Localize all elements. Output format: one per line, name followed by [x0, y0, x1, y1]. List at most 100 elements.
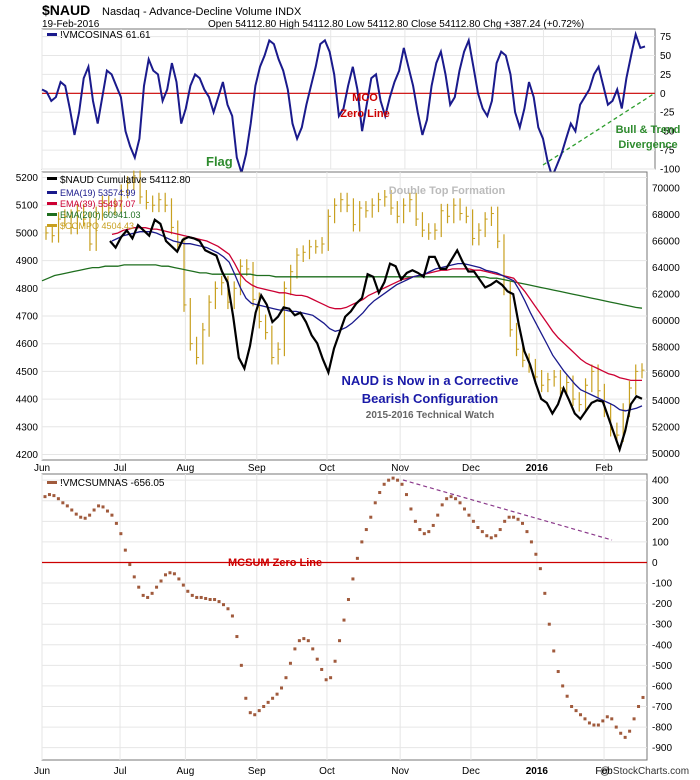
mcsum-dot	[587, 721, 591, 725]
mcsum-x-tick: Oct	[319, 766, 335, 777]
mcsum-dot	[413, 519, 417, 523]
price-right-tick: 52000	[652, 422, 680, 433]
source-credit: @ StockCharts.com	[600, 766, 689, 777]
mcsum-dot	[244, 696, 248, 700]
mcsum-dot	[333, 659, 337, 663]
mcsum-dots	[43, 476, 645, 739]
mco-zero-label-1: MCO	[352, 92, 378, 104]
mcsum-y-tick: -100	[652, 579, 672, 590]
mcsum-dot	[141, 593, 145, 597]
price-x-tick: Dec	[462, 463, 480, 474]
mcsum-dot	[605, 715, 609, 719]
mco-zero-label-2: Zero Line	[340, 108, 390, 120]
mcsum-dot	[480, 530, 484, 534]
mcsum-y-tick: -400	[652, 640, 672, 651]
mcsum-dot	[521, 521, 525, 525]
mcsum-dot	[239, 663, 243, 667]
mcsum-dot	[146, 595, 150, 599]
price-x-tick: Aug	[176, 463, 194, 474]
price-left-tick: 4400	[16, 395, 39, 406]
legend-ema19: EMA(19) 53574.99	[60, 188, 136, 198]
mcsum-dot	[431, 523, 435, 527]
legend-compq-swatch	[47, 224, 57, 227]
mcsum-dot	[342, 618, 346, 622]
mcsum-dot	[275, 692, 279, 696]
mcsum-dot	[601, 719, 605, 723]
price-x-tick: Feb	[595, 463, 613, 474]
mcsum-dot	[382, 482, 386, 486]
mcsum-dot	[485, 534, 489, 538]
mcsum-y-tick: -800	[652, 723, 672, 734]
price-left-tick: 5200	[16, 173, 39, 184]
mcsum-dot	[128, 563, 132, 567]
price-right-tick: 62000	[652, 290, 680, 301]
mcsum-dot	[529, 540, 533, 544]
divergence-annotation: Divergence	[618, 139, 677, 151]
mcsum-dot	[351, 577, 355, 581]
price-x-tick: Nov	[391, 463, 409, 474]
mcsum-x-axis-labels: Jun Jul Aug Sep Oct Nov Dec 2016 Feb	[34, 766, 613, 777]
ema200-line	[41, 264, 643, 309]
mcsum-dot	[190, 593, 194, 597]
mcsum-zero-label: MCSUM Zero Line	[228, 557, 322, 569]
mcsum-x-tick: Feb	[595, 766, 613, 777]
mcsum-dot	[88, 513, 92, 517]
price-left-tick: 5100	[16, 201, 39, 212]
mcsum-y-tick: -600	[652, 681, 672, 692]
mcsum-dot	[306, 639, 310, 643]
mcsum-trend-line	[402, 479, 613, 541]
mcsum-dot	[346, 598, 350, 602]
mcsum-dot	[543, 591, 547, 595]
mcsum-y-tick-labels: 400 300 200 100 0 -100 -200 -300 -400 -500 -600 -70…	[652, 476, 672, 754]
mcsum-dot	[538, 567, 542, 571]
mcsum-dot	[83, 516, 87, 520]
mcsum-legend: !VMCSUMNAS -656.05	[60, 478, 165, 489]
mcsum-dot	[110, 513, 114, 517]
mcsum-dot	[119, 532, 123, 536]
mcsum-dot	[445, 497, 449, 501]
legend-naud-swatch	[47, 177, 57, 180]
mcsum-y-tick: -200	[652, 599, 672, 610]
mco-y-tick: 0	[660, 89, 666, 100]
mcsum-dot	[65, 504, 69, 508]
mcsum-dot	[409, 507, 413, 511]
mcsum-dot	[105, 509, 109, 513]
mcsum-dot	[476, 525, 480, 529]
mcsum-dot	[137, 585, 141, 589]
mcsum-dot	[418, 528, 422, 532]
price-left-tick: 4200	[16, 450, 39, 461]
mcsum-dot	[387, 478, 391, 482]
mcsum-dot	[489, 536, 493, 540]
mcsum-dot	[525, 530, 529, 534]
mcsum-dot	[494, 534, 498, 538]
mcsum-dot	[226, 607, 230, 611]
mcsum-dot	[579, 713, 583, 717]
mcsum-dot	[155, 585, 159, 589]
mcsum-dot	[427, 530, 431, 534]
price-right-tick: 66000	[652, 237, 680, 248]
price-right-tick: 56000	[652, 369, 680, 380]
mcsum-dot	[360, 540, 364, 544]
ohlc-line: Open 54112.80 High 54112.80 Low 54112.80…	[208, 19, 584, 30]
price-right-tick: 50000	[652, 449, 680, 460]
price-left-tick: 4600	[16, 339, 39, 350]
mcsum-dot	[610, 717, 614, 721]
price-left-tick: 4800	[16, 284, 39, 295]
mcsum-dot	[467, 513, 471, 517]
mcsum-dot	[297, 639, 301, 643]
mcsum-dot	[512, 515, 516, 519]
mcsum-dot	[79, 515, 83, 519]
mcsum-dot	[150, 591, 154, 595]
technical-watch-annotation: 2015-2016 Technical Watch	[366, 410, 494, 421]
mcsum-dot	[163, 573, 167, 577]
price-left-tick: 4500	[16, 367, 39, 378]
mcsum-dot	[503, 519, 507, 523]
mco-panel-frame	[41, 28, 656, 170]
mcsum-dot	[168, 571, 172, 575]
mcsum-dot	[628, 729, 632, 733]
mcsum-x-tick: Sep	[248, 766, 266, 777]
symbol-description: Nasdaq - Advance-Decline Volume INDX	[102, 6, 302, 18]
mcsum-dot	[641, 695, 645, 699]
mcsum-dot	[70, 508, 74, 512]
corrective-annotation: NAUD is Now in a Corrective	[342, 373, 519, 388]
